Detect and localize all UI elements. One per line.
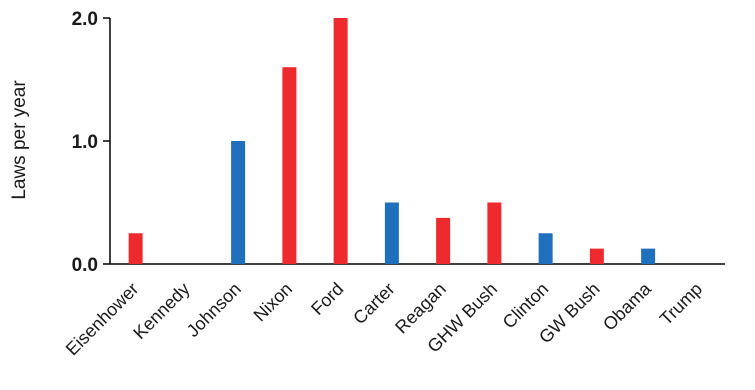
bar-gw-bush — [589, 248, 604, 264]
x-tick-label: Ford — [307, 279, 347, 319]
y-tick-label: 1.0 — [72, 132, 98, 153]
y-tick-label: 2.0 — [72, 9, 98, 30]
x-tick-label: Trump — [656, 279, 706, 329]
x-tick-label: Obama — [599, 278, 656, 335]
bar-ghw-bush — [487, 202, 502, 264]
y-axis-title: Laws per year — [9, 80, 30, 200]
bars — [128, 18, 656, 264]
bar-eisenhower — [128, 233, 143, 264]
x-tick-label: Eisenhower — [62, 279, 143, 360]
bar-carter — [384, 202, 399, 264]
y-ticks: 0.0 1.0 2.0 — [72, 9, 110, 276]
x-tick-label: Johnson — [183, 279, 245, 341]
x-tick-label: Kennedy — [129, 279, 193, 343]
bar-johnson — [231, 141, 246, 264]
bar-reagan — [436, 217, 451, 264]
bar-ford — [333, 18, 348, 264]
x-tick-label: Carter — [349, 279, 399, 329]
bar-obama — [641, 248, 656, 264]
x-tick-label: Nixon — [250, 279, 297, 326]
bar-nixon — [282, 67, 297, 264]
bar-clinton — [538, 233, 553, 264]
y-tick-label: 0.0 — [72, 255, 98, 276]
